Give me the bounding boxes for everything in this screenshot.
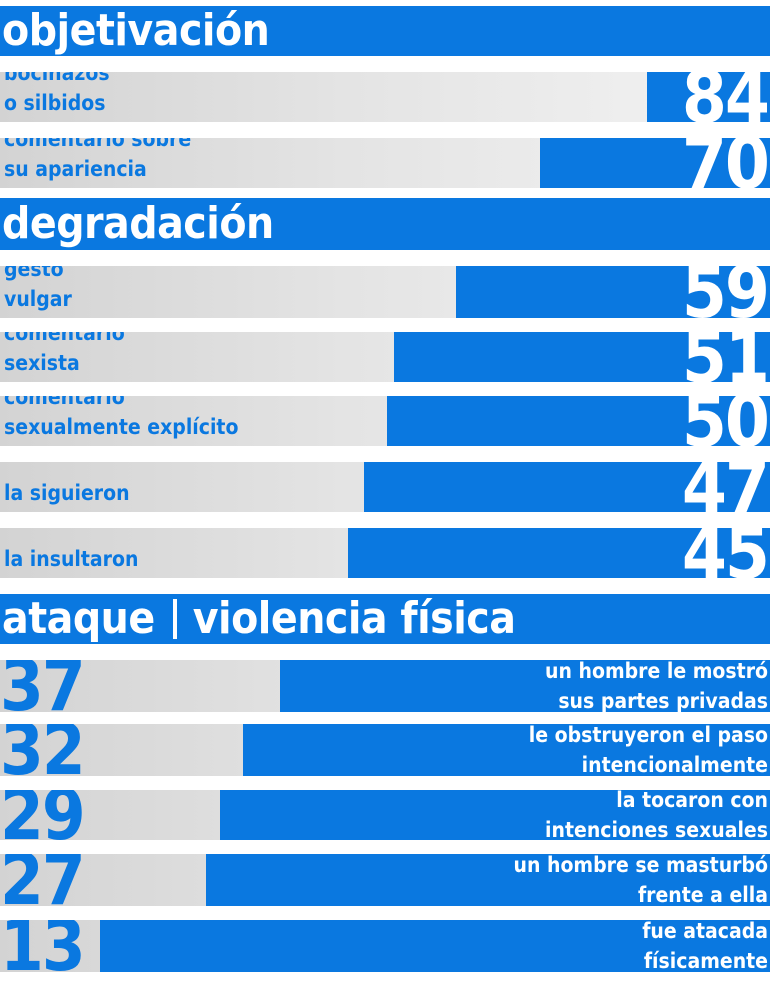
bar-value: 59 bbox=[681, 266, 770, 318]
bar-label-line: la insultaron bbox=[4, 547, 139, 571]
bar-label-line: fue atacada bbox=[642, 920, 768, 943]
bar-label-line: físicamente bbox=[643, 949, 768, 972]
bar-row: la siguieron 47 bbox=[0, 462, 770, 512]
bar bbox=[364, 462, 770, 512]
bar-label-line: comentario bbox=[4, 396, 125, 409]
bar-value: 70 bbox=[681, 138, 770, 188]
bar-value: 47 bbox=[681, 462, 770, 512]
bar bbox=[456, 266, 770, 318]
bar-label: la insultaron bbox=[4, 532, 138, 574]
bar-label-line: frente a ella bbox=[637, 883, 768, 906]
bar-label-line: la siguieron bbox=[4, 481, 130, 505]
bar-label-line: la tocaron con bbox=[616, 790, 768, 812]
bar-label-line: gesto bbox=[4, 266, 64, 281]
bar-label-line: comentario sobre bbox=[4, 138, 192, 151]
bar-value: 27 bbox=[0, 854, 86, 906]
bar-label: gesto vulgar bbox=[4, 266, 72, 314]
bar-value: 45 bbox=[681, 528, 770, 578]
bar-row: bocinazos o silbidos 84 bbox=[0, 72, 770, 122]
section-title-part: ataque bbox=[2, 594, 155, 644]
section-title: objetivación bbox=[2, 6, 270, 56]
bar-label-line: un hombre se masturbó bbox=[513, 854, 768, 877]
section-title-part: violencia física bbox=[192, 594, 516, 644]
bar-label: la tocaron con intenciones sexuales bbox=[545, 790, 768, 840]
bar bbox=[540, 138, 770, 188]
bar-label-line: un hombre le mostró bbox=[545, 660, 768, 683]
title-divider bbox=[172, 599, 177, 639]
bar-value: 37 bbox=[0, 660, 86, 712]
bar-row: la insultaron 45 bbox=[0, 528, 770, 578]
bar-row: 32 le obstruyeron el paso intencionalmente bbox=[0, 724, 770, 776]
bar-label-line: le obstruyeron el paso bbox=[528, 724, 768, 747]
bar-label-line: su apariencia bbox=[4, 157, 147, 181]
bar-label: comentario sobre su apariencia bbox=[4, 138, 191, 184]
bar bbox=[280, 660, 770, 712]
bar-label-line: comentario bbox=[4, 332, 125, 345]
bar bbox=[647, 72, 770, 122]
bar-row: comentario sexualmente explícito 50 bbox=[0, 396, 770, 446]
bar bbox=[394, 332, 770, 382]
bar-value: 51 bbox=[681, 332, 770, 382]
bar-value: 29 bbox=[0, 790, 86, 840]
section-header-ataque: ataque violencia física bbox=[0, 594, 770, 644]
section-header-objetivacion: objetivación bbox=[0, 6, 770, 56]
bar bbox=[348, 528, 770, 578]
bar-row: comentario sobre su apariencia 70 bbox=[0, 138, 770, 188]
bar-row: gesto vulgar 59 bbox=[0, 266, 770, 318]
section-header-degradacion: degradación bbox=[0, 198, 770, 250]
bar-label: fue atacada físicamente bbox=[642, 920, 768, 972]
bar bbox=[100, 920, 770, 972]
bar bbox=[220, 790, 770, 840]
bar-value: 50 bbox=[681, 396, 770, 446]
bar-label: comentario sexista bbox=[4, 332, 125, 378]
bar-row: 13 fue atacada físicamente bbox=[0, 920, 770, 972]
section-title: degradación bbox=[2, 198, 274, 249]
bar-label-line: sexualmente explícito bbox=[4, 415, 239, 439]
bar-row: 27 un hombre se masturbó frente a ella bbox=[0, 854, 770, 906]
bar-label-line: bocinazos bbox=[4, 72, 110, 85]
bar-label: un hombre se masturbó frente a ella bbox=[514, 854, 768, 906]
bar bbox=[243, 724, 770, 776]
bar-label: le obstruyeron el paso intencionalmente bbox=[529, 724, 768, 776]
bar-row: 37 un hombre le mostró sus partes privadas bbox=[0, 660, 770, 712]
bar-label-line: o silbidos bbox=[4, 91, 106, 115]
bar-row: 29 la tocaron con intenciones sexuales bbox=[0, 790, 770, 840]
bar-value: 84 bbox=[681, 72, 770, 122]
bar-label: la siguieron bbox=[4, 466, 130, 508]
bar-label-line: sus partes privadas bbox=[558, 689, 768, 712]
bar-label: un hombre le mostró sus partes privadas bbox=[545, 660, 768, 712]
bar-label: comentario sexualmente explícito bbox=[4, 396, 239, 442]
bar-label-line: vulgar bbox=[4, 287, 72, 311]
bar bbox=[206, 854, 770, 906]
bar bbox=[387, 396, 770, 446]
bar-row: comentario sexista 51 bbox=[0, 332, 770, 382]
bar-label-line: intencionalmente bbox=[581, 753, 768, 776]
bar-value: 13 bbox=[0, 920, 86, 972]
bar-label-line: intenciones sexuales bbox=[545, 818, 768, 840]
bar-value: 32 bbox=[0, 724, 86, 776]
bar-label: bocinazos o silbidos bbox=[4, 72, 110, 118]
bar-label-line: sexista bbox=[4, 351, 80, 375]
